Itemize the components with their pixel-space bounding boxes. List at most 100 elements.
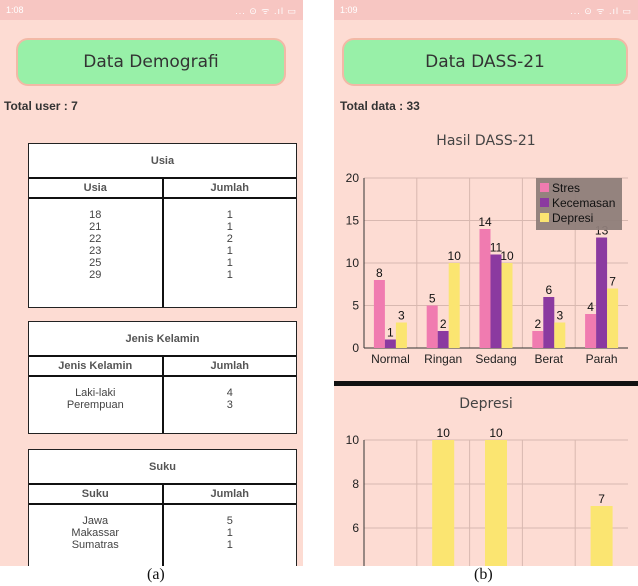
bar (554, 322, 566, 348)
y-tick-label: 15 (346, 214, 360, 228)
chart-divider (334, 381, 638, 386)
data-label: 6 (545, 283, 552, 297)
table-caption: Jenis Kelamin (29, 322, 296, 357)
bar (490, 254, 502, 348)
y-tick-label: 8 (352, 477, 359, 491)
table-cell: Sumatras (71, 539, 119, 551)
title-button[interactable]: Data DASS-21 (342, 38, 628, 86)
column-header: Usia (29, 179, 164, 197)
bar (448, 263, 460, 348)
total-user-label: Total user : 7 (4, 99, 78, 113)
legend-swatch (540, 198, 549, 207)
data-label: 10 (500, 249, 514, 263)
status-bar: 1:08 ... ⊙ ᯤ .ıl ▭ (0, 0, 303, 20)
column-header: Jumlah (210, 182, 249, 194)
status-time: 1:09 (340, 5, 358, 15)
bar (596, 237, 608, 348)
bar (384, 339, 396, 348)
bar (479, 229, 491, 348)
bar (501, 263, 513, 348)
chart-title: Depresi (459, 396, 513, 412)
legend-swatch (540, 183, 549, 192)
legend-swatch (540, 213, 549, 222)
y-tick-label: 10 (346, 433, 360, 447)
x-tick-label: Ringan (424, 352, 462, 366)
status-icons: ... ⊙ ᯤ .ıl ▭ (570, 5, 632, 16)
table-cell: 3 (226, 399, 233, 411)
jenis-kelamin-table: Jenis Kelamin Jenis Kelamin Jumlah Laki-… (28, 321, 297, 434)
data-label: 10 (448, 249, 462, 263)
data-label: 5 (429, 292, 436, 306)
data-label: 10 (437, 426, 451, 440)
data-label: 4 (587, 300, 594, 314)
column-header: Jenis Kelamin (29, 357, 164, 375)
legend-box (536, 178, 622, 230)
screen-data-demografi: 1:08 ... ⊙ ᯤ .ıl ▭ Data Demografi Total … (0, 0, 303, 566)
table-cell: Perempuan (66, 399, 124, 411)
figure-label-b: (b) (474, 566, 493, 583)
bar (607, 288, 619, 348)
data-label: 7 (609, 275, 616, 289)
legend-label: Depresi (552, 211, 593, 225)
table-cell: Jawa (82, 515, 109, 527)
bar (543, 297, 555, 348)
column-header: Jumlah (210, 360, 249, 372)
table-column: Jawa Makassar Sumatras (29, 505, 164, 566)
title-button[interactable]: Data Demografi (16, 38, 286, 86)
x-tick-label: Sedang (475, 352, 516, 366)
data-label: 8 (376, 266, 383, 280)
table-cell: 23 (89, 245, 102, 257)
bar (585, 314, 597, 348)
column-header: Suku (29, 485, 164, 503)
table-cell: 25 (89, 257, 102, 269)
figure-label-a: (a) (147, 566, 165, 583)
bar (532, 331, 544, 348)
status-icons: ... ⊙ ᯤ .ıl ▭ (235, 5, 297, 16)
table-cell: 4 (226, 387, 233, 399)
table-cell: 1 (226, 527, 233, 539)
legend-label: Stres (552, 181, 580, 195)
total-data-label: Total data : 33 (340, 99, 420, 113)
status-time: 1:08 (6, 5, 24, 15)
table-caption: Usia (29, 144, 296, 179)
data-label: 2 (440, 317, 447, 331)
table-cell: 21 (89, 221, 102, 233)
column-header: Jumlah (210, 488, 249, 500)
table-cell: 1 (226, 209, 233, 221)
bar (437, 331, 449, 348)
chart-title: Hasil DASS-21 (436, 133, 536, 149)
table-cell: 18 (89, 209, 102, 221)
dass21-bar-chart: 05101520813Normal5210Ringan141110Sedang2… (346, 171, 628, 366)
data-label: 10 (489, 426, 503, 440)
y-tick-label: 20 (346, 171, 360, 185)
table-cell: 1 (226, 245, 233, 257)
x-tick-label: Normal (371, 352, 410, 366)
table-cell: 22 (89, 233, 102, 245)
bar (590, 506, 613, 566)
bar (395, 322, 407, 348)
depresi-bar-chart: 6 8 10 10 10 7 (346, 426, 628, 566)
data-label: 3 (556, 309, 563, 323)
data-label: 11 (490, 241, 503, 255)
y-tick-label: 5 (352, 299, 359, 313)
y-tick-label: 0 (352, 341, 359, 355)
y-tick-label: 10 (346, 256, 360, 270)
table-caption: Suku (29, 450, 296, 485)
table-cell: 1 (226, 269, 233, 281)
bar (485, 440, 507, 566)
x-tick-label: Berat (534, 352, 563, 366)
legend-label: Kecemasan (552, 196, 615, 210)
table-column: Laki-laki Perempuan (29, 377, 164, 433)
y-tick-label: 6 (352, 521, 359, 535)
bar (373, 280, 385, 348)
table-cell: 1 (226, 221, 233, 233)
data-label: 1 (387, 326, 394, 340)
bar (426, 305, 438, 348)
table-cell: 2 (226, 233, 233, 245)
table-cell: Makassar (71, 527, 120, 539)
x-tick-label: Parah (586, 352, 618, 366)
